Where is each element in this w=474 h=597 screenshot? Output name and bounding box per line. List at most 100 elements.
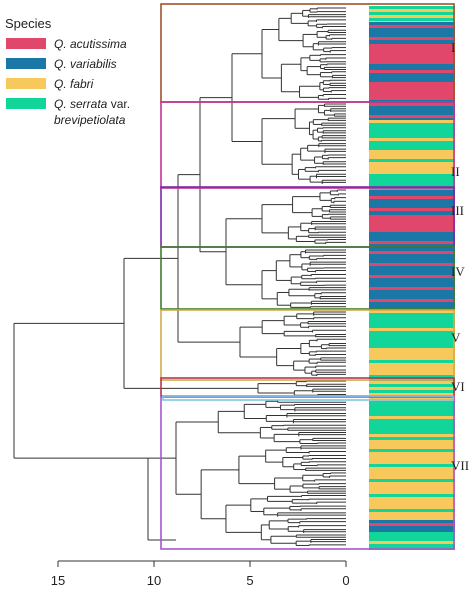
strip-sample: [369, 404, 455, 407]
strip-sample: [369, 28, 455, 31]
strip-sample: [369, 322, 455, 325]
strip-sample: [369, 159, 455, 162]
strip-sample: [369, 485, 455, 488]
legend-swatch-variabilis: [6, 58, 46, 69]
strip-sample: [369, 70, 455, 73]
strip-sample: [369, 443, 455, 446]
strip-sample: [369, 93, 455, 96]
strip-sample: [369, 431, 455, 434]
x-tick-label-5: 5: [246, 573, 253, 588]
strip-sample: [369, 351, 455, 354]
legend-label-acutissima: Q. acutissima: [54, 37, 127, 51]
strip-sample: [369, 184, 455, 187]
strip-sample: [369, 449, 455, 452]
strip-sample: [369, 479, 455, 482]
strip-sample: [369, 263, 455, 266]
strip-sample: [369, 354, 455, 357]
strip-sample: [369, 506, 455, 509]
strip-sample: [369, 241, 455, 244]
legend-label-serrata-line2: brevipetiolata: [54, 113, 126, 127]
cluster-label-7: VII: [451, 458, 469, 473]
strip-sample: [369, 343, 455, 346]
strip-sample: [369, 218, 455, 221]
strip-sample: [369, 171, 455, 174]
strip-sample: [369, 22, 455, 25]
strip-sample: [369, 168, 455, 171]
strip-sample: [369, 345, 455, 348]
legend-label-serrata: Q. serrata var.: [54, 97, 130, 111]
strip-sample: [369, 31, 455, 34]
strip-sample: [369, 482, 455, 485]
cluster-box: [160, 396, 455, 550]
strip-sample: [369, 190, 455, 193]
strip-sample: [369, 419, 455, 422]
strip-sample: [369, 56, 455, 59]
x-tick-labels: 15 10 5 0: [51, 573, 350, 588]
strip-sample: [369, 331, 455, 334]
strip-sample: [369, 144, 455, 147]
strip-sample: [369, 115, 455, 118]
strip-sample: [369, 455, 455, 458]
strip-sample: [369, 175, 455, 178]
species-color-strip: [369, 6, 455, 550]
strip-sample: [369, 79, 455, 82]
strip-sample: [369, 500, 455, 503]
strip-sample: [369, 269, 455, 272]
strip-sample: [369, 523, 455, 526]
strip-sample: [369, 428, 455, 431]
strip-sample: [369, 141, 455, 144]
strip-sample: [369, 64, 455, 67]
strip-sample: [369, 281, 455, 284]
strip-sample: [369, 375, 455, 378]
strip-sample: [369, 328, 455, 331]
strip-sample: [369, 248, 455, 251]
strip-sample: [369, 6, 455, 9]
strip-sample: [369, 211, 455, 214]
strip-sample: [369, 319, 455, 322]
strip-sample: [369, 387, 455, 390]
cluster-label-6: VI: [451, 379, 465, 394]
strip-sample: [369, 325, 455, 328]
cluster-label-1: I: [451, 40, 455, 55]
strip-sample: [369, 103, 455, 106]
cluster-boxes: [160, 3, 455, 550]
strip-sample: [369, 316, 455, 319]
strip-sample: [369, 196, 455, 199]
legend-label-fabri: Q. fabri: [54, 77, 94, 91]
strip-sample: [369, 235, 455, 238]
strip-sample: [369, 126, 455, 129]
strip-sample: [369, 193, 455, 196]
strip-sample: [369, 147, 455, 150]
strip-sample: [369, 165, 455, 168]
strip-sample: [369, 118, 455, 121]
strip-sample: [369, 153, 455, 156]
strip-sample: [369, 532, 455, 535]
strip-sample: [369, 461, 455, 464]
strip-sample: [369, 340, 455, 343]
strip-sample: [369, 467, 455, 470]
strip-sample: [369, 290, 455, 293]
legend-label-serrata-var: var.: [107, 97, 130, 111]
strip-sample: [369, 518, 455, 521]
strip-sample: [369, 541, 455, 544]
strip-sample: [369, 132, 455, 135]
strip-sample: [369, 520, 455, 523]
strip-sample: [369, 410, 455, 413]
strip-sample: [369, 224, 455, 227]
strip-sample: [369, 109, 455, 112]
legend-swatch-acutissima: [6, 38, 46, 49]
strip-sample: [369, 162, 455, 165]
strip-sample: [369, 87, 455, 90]
strip-sample: [369, 509, 455, 512]
x-tick-label-15: 15: [51, 573, 65, 588]
strip-sample: [369, 215, 455, 218]
strip-sample: [369, 348, 455, 351]
strip-sample: [369, 401, 455, 404]
strip-sample: [369, 425, 455, 428]
strip-sample: [369, 227, 455, 230]
cluster-box: [160, 309, 455, 381]
strip-sample: [369, 287, 455, 290]
strip-sample: [369, 62, 455, 65]
strip-sample: [369, 491, 455, 494]
